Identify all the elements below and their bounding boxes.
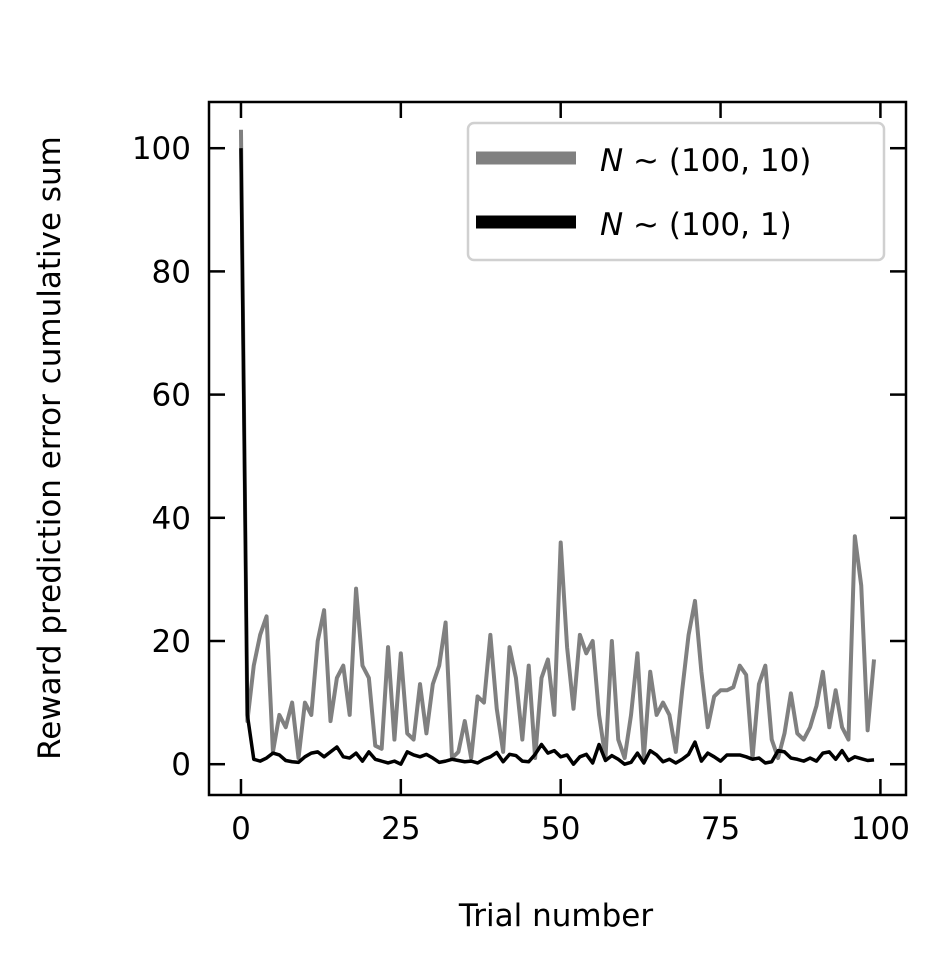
y-tick-label: 100 — [132, 131, 191, 167]
series-line-2 — [239, 148, 875, 766]
x-tick-label: 0 — [231, 811, 251, 847]
y-axis-label: Reward prediction error cumulative sum — [32, 136, 68, 760]
legend-label-series-2-var: N — [600, 207, 623, 243]
y-tick-label: 60 — [152, 378, 191, 414]
y-tick-label: 0 — [171, 747, 191, 783]
legend-label-series-2-rest: ~ (100, 1) — [623, 207, 791, 243]
legend-label-series-1-rest: ~ (100, 10) — [623, 143, 811, 179]
tick-labels: 0 25 50 75 100 0 20 40 60 80 100 — [132, 131, 910, 847]
legend-label-series-2: N ~ (100, 1) — [600, 207, 792, 243]
y-tick-label: 40 — [152, 501, 191, 537]
plot-frame — [207, 100, 908, 797]
series-line-1 — [238, 129, 877, 761]
x-tick-label: 75 — [701, 811, 740, 847]
axis-ticks — [209, 102, 906, 795]
y-tick-label: 20 — [152, 624, 191, 660]
legend: N ~ (100, 10) N ~ (100, 1) — [466, 121, 886, 262]
legend-label-series-1-var: N — [600, 143, 623, 179]
x-tick-label: 50 — [541, 811, 580, 847]
plot-lines — [238, 129, 877, 766]
y-tick-label: 80 — [152, 254, 191, 290]
x-tick-label: 100 — [851, 811, 910, 847]
legend-label-series-1: N ~ (100, 10) — [600, 143, 811, 179]
x-tick-label: 25 — [381, 811, 420, 847]
x-axis-label: Trial number — [458, 898, 653, 934]
